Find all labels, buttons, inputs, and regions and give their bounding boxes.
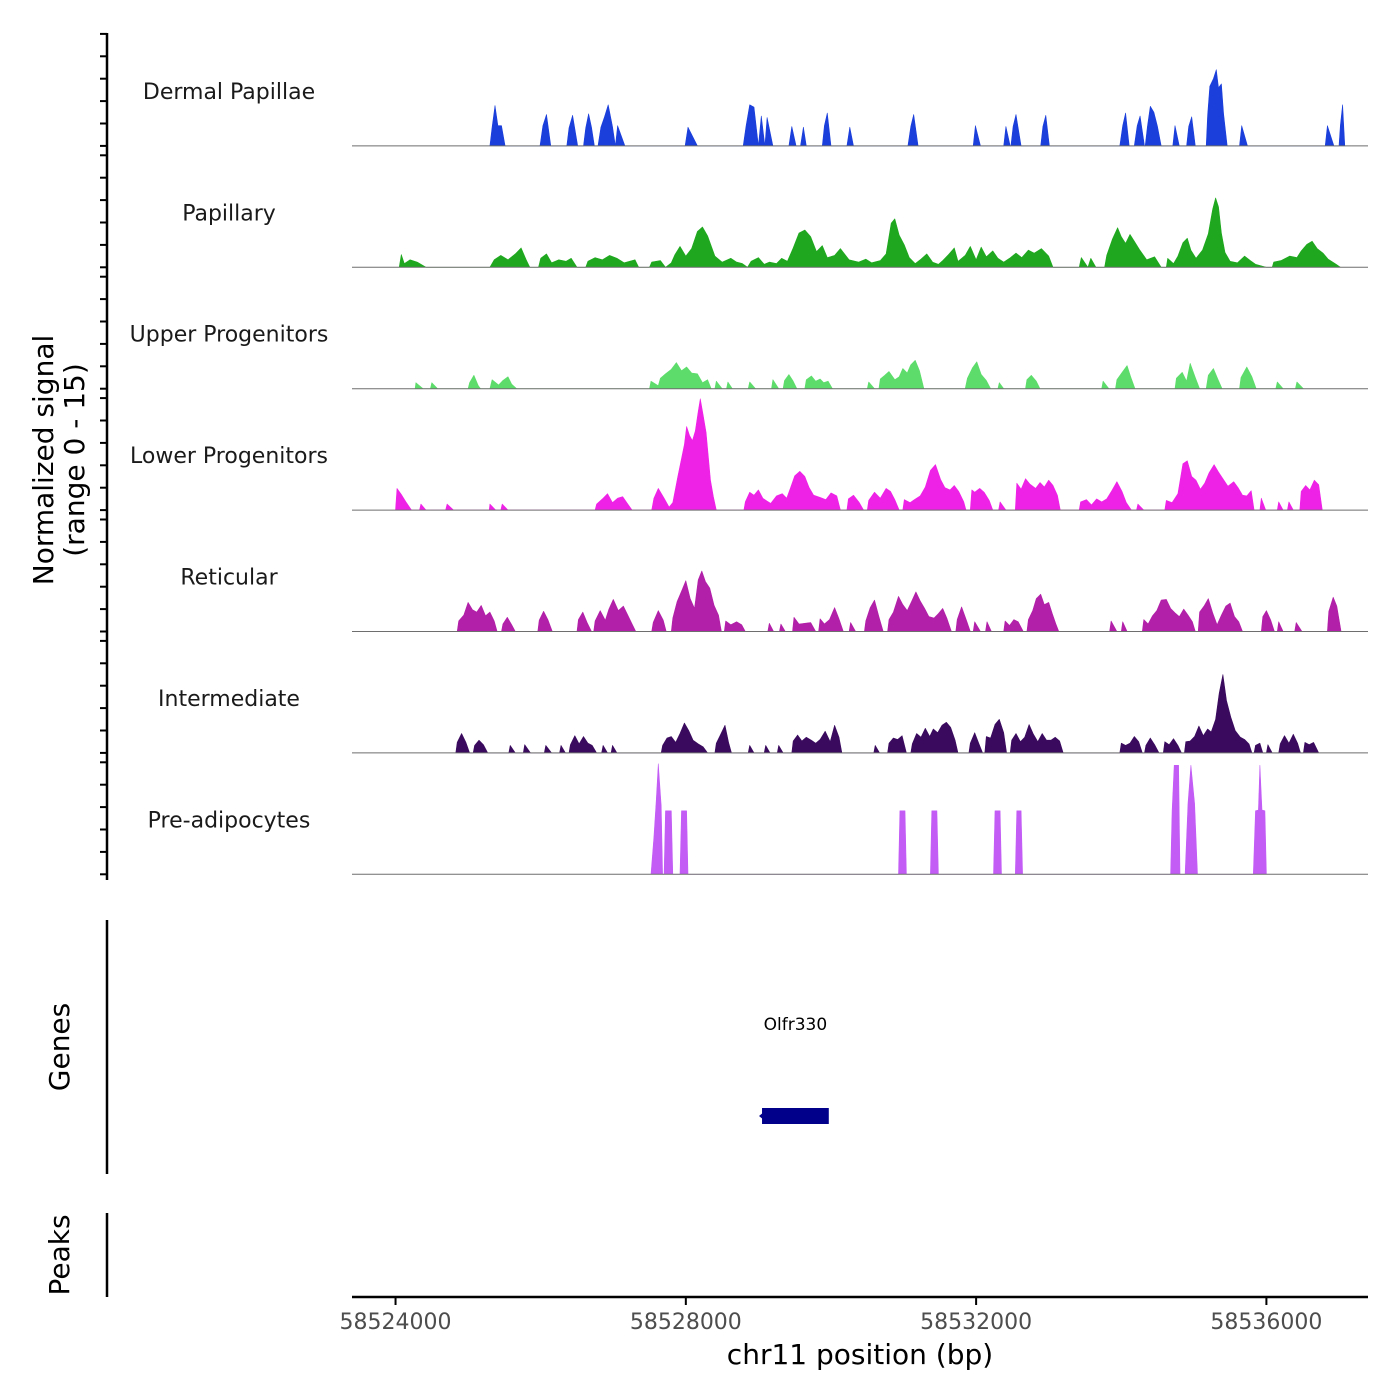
coverage-area-lower-progenitors — [395, 398, 1323, 511]
y-axis-title-line1: Normalized signal — [27, 335, 60, 586]
track-pre-adipocytes: Pre-adipocytes — [148, 763, 1368, 875]
x-tick-label: 58536000 — [1210, 1310, 1322, 1335]
track-label-upper-progenitors: Upper Progenitors — [130, 323, 329, 348]
gene-strand-arrow — [759, 1111, 766, 1121]
coverage-area-papillary — [398, 197, 1341, 268]
track-label-dermal-papillae: Dermal Papillae — [143, 80, 315, 105]
x-tick-label: 58528000 — [630, 1310, 742, 1335]
peaks-panel-label: Peaks — [43, 1214, 76, 1295]
track-lower-progenitors: Lower Progenitors — [130, 398, 1368, 511]
track-papillary: Papillary — [182, 197, 1368, 268]
signal-tracks: Dermal Papillae Papillary Upper Progenitor… — [130, 69, 1368, 875]
y-axis-title-line2: (range 0 - 15) — [58, 363, 91, 557]
x-tick-label: 58532000 — [920, 1310, 1032, 1335]
gene-annotations: Olfr330 — [759, 1015, 829, 1124]
track-label-lower-progenitors: Lower Progenitors — [130, 444, 328, 469]
track-reticular: Reticular — [180, 566, 1368, 632]
track-upper-progenitors: Upper Progenitors — [130, 323, 1368, 390]
genes-panel: Genes Olfr330 — [43, 920, 829, 1174]
peaks-panel: Peaks — [43, 1213, 109, 1297]
gene-body — [762, 1108, 829, 1124]
track-intermediate: Intermediate — [158, 674, 1368, 754]
x-axis-title: chr11 position (bp) — [727, 1338, 993, 1371]
x-axis: 58524000 58528000 58532000 58536000 — [340, 1295, 1368, 1335]
track-label-papillary: Papillary — [182, 201, 276, 226]
signal-y-axis — [100, 32, 109, 880]
coverage-area-pre-adipocytes — [650, 763, 1267, 875]
track-label-pre-adipocytes: Pre-adipocytes — [148, 808, 311, 833]
x-tick-label: 58524000 — [340, 1310, 452, 1335]
track-label-intermediate: Intermediate — [158, 687, 300, 712]
track-label-reticular: Reticular — [180, 566, 278, 591]
gene-label: Olfr330 — [764, 1015, 828, 1035]
track-dermal-papillae: Dermal Papillae — [143, 69, 1368, 147]
genes-panel-label: Genes — [43, 1003, 76, 1091]
